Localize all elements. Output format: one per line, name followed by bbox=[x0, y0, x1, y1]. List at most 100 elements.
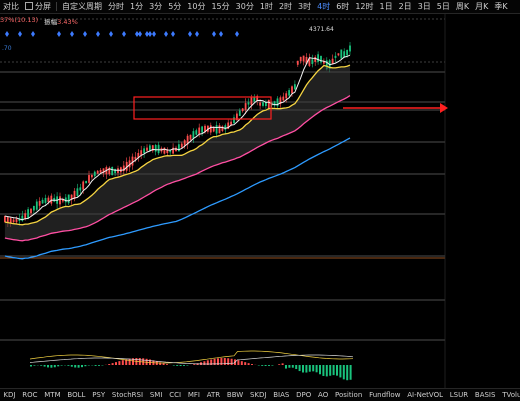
macd-bar bbox=[78, 365, 80, 368]
candlestick bbox=[268, 100, 270, 109]
annotation-box bbox=[134, 97, 271, 119]
macd-bar bbox=[57, 365, 59, 366]
indicator-tab[interactable]: Fundflow bbox=[366, 391, 404, 399]
period-button[interactable]: 分时 bbox=[105, 1, 127, 12]
period-button[interactable]: 6时 bbox=[333, 1, 352, 12]
candlestick bbox=[239, 111, 241, 116]
candlestick bbox=[97, 171, 99, 174]
period-button-label: 季K bbox=[494, 2, 507, 11]
candlestick bbox=[262, 102, 264, 106]
indicator-tab[interactable]: AO bbox=[315, 391, 332, 399]
candlestick-chart[interactable] bbox=[0, 14, 520, 388]
indicator-tab[interactable]: SKDJ bbox=[247, 391, 270, 399]
macd-bar bbox=[339, 365, 341, 377]
indicator-tab[interactable]: StochRSI bbox=[109, 391, 147, 399]
indicator-tab[interactable]: ROC bbox=[19, 391, 41, 399]
macd-bar bbox=[350, 365, 352, 380]
period-button[interactable]: 2日 bbox=[396, 1, 415, 12]
candlestick bbox=[48, 198, 50, 202]
candlestick bbox=[27, 209, 29, 218]
candlestick bbox=[135, 157, 137, 160]
indicator-tab[interactable]: DPO bbox=[293, 391, 315, 399]
period-button[interactable]: 10分 bbox=[184, 1, 208, 12]
period-button[interactable]: 分屏 bbox=[22, 1, 54, 12]
indicator-tab[interactable]: SMI bbox=[146, 391, 165, 399]
macd-bar bbox=[295, 365, 297, 369]
macd-bar bbox=[166, 364, 168, 365]
candlestick bbox=[132, 157, 134, 166]
indicator-tab[interactable]: BBW bbox=[224, 391, 247, 399]
period-button[interactable]: 对比 bbox=[0, 1, 22, 12]
indicator-tab[interactable]: AI-NetVOL bbox=[404, 391, 447, 399]
period-button[interactable]: 1日 bbox=[377, 1, 396, 12]
candlestick bbox=[230, 122, 232, 125]
candlestick bbox=[178, 144, 180, 151]
candlestick bbox=[164, 148, 166, 154]
period-button-label: 10分 bbox=[187, 2, 205, 11]
candlestick bbox=[85, 181, 87, 183]
indicator-tab[interactable]: KDJ bbox=[0, 391, 19, 399]
macd-bar bbox=[50, 365, 52, 368]
macd-bar bbox=[84, 365, 86, 366]
annotation-arrow-head bbox=[440, 103, 448, 113]
candlestick bbox=[88, 175, 90, 183]
candlestick bbox=[335, 56, 337, 58]
macd-bar bbox=[285, 365, 287, 369]
indicator-tab[interactable]: ATR bbox=[203, 391, 223, 399]
period-button[interactable]: 周K bbox=[453, 1, 472, 12]
period-button-label: 30分 bbox=[236, 2, 254, 11]
signal-marker-icon bbox=[171, 31, 175, 37]
macd-bar bbox=[67, 365, 69, 366]
candlestick bbox=[184, 140, 186, 145]
indicator-tab[interactable]: MFI bbox=[184, 391, 203, 399]
macd-bar bbox=[329, 365, 331, 376]
indicator-tab[interactable]: CCI bbox=[166, 391, 185, 399]
candlestick bbox=[30, 209, 32, 213]
toolbar-separator bbox=[56, 2, 57, 11]
signal-marker-icon bbox=[122, 31, 126, 37]
period-button[interactable]: 30分 bbox=[233, 1, 257, 12]
period-button[interactable]: 月K bbox=[472, 1, 491, 12]
period-button[interactable]: 5日 bbox=[434, 1, 453, 12]
candlestick bbox=[346, 50, 348, 55]
ma-line-white bbox=[5, 55, 350, 220]
period-button-label: 12时 bbox=[355, 2, 373, 11]
indicator-tab[interactable]: BOLL bbox=[64, 391, 89, 399]
indicator-tab[interactable]: BIAS bbox=[270, 391, 293, 399]
period-button[interactable]: 自定义周期 bbox=[59, 1, 105, 12]
period-button[interactable]: 2时 bbox=[276, 1, 295, 12]
macd-bar bbox=[74, 365, 76, 367]
candlestick bbox=[282, 97, 284, 101]
indicator-tab[interactable]: TVolume bbox=[499, 391, 520, 399]
indicator-tab[interactable]: LSUR bbox=[446, 391, 471, 399]
candlestick bbox=[288, 90, 290, 95]
indicator-tab[interactable]: PSY bbox=[89, 391, 109, 399]
period-button[interactable]: 1时 bbox=[257, 1, 276, 12]
period-button[interactable]: 3时 bbox=[295, 1, 314, 12]
period-button[interactable]: 1分 bbox=[127, 1, 146, 12]
left-axis-value: .70 bbox=[2, 45, 12, 52]
candlestick bbox=[349, 46, 351, 52]
indicator-tab[interactable]: MTM bbox=[41, 391, 64, 399]
candlestick bbox=[251, 98, 253, 105]
indicator-tab[interactable]: Position bbox=[332, 391, 366, 399]
macd-bar bbox=[302, 365, 304, 372]
candlestick bbox=[245, 103, 247, 110]
period-button[interactable]: 15分 bbox=[208, 1, 232, 12]
period-button[interactable]: 3分 bbox=[146, 1, 165, 12]
candlestick bbox=[77, 188, 79, 196]
indicator-tab[interactable]: BASIS bbox=[472, 391, 499, 399]
period-button[interactable]: 12时 bbox=[352, 1, 376, 12]
signal-marker-icon bbox=[109, 31, 113, 37]
candlestick bbox=[68, 195, 70, 204]
candlestick bbox=[193, 131, 195, 138]
period-button[interactable]: 5分 bbox=[165, 1, 184, 12]
macd-bar bbox=[186, 365, 188, 366]
candlestick bbox=[39, 201, 41, 206]
period-button[interactable]: 4时 bbox=[314, 1, 333, 12]
macd-bar bbox=[81, 365, 83, 367]
period-button[interactable]: 季K bbox=[491, 1, 510, 12]
signal-marker-icon bbox=[188, 31, 192, 37]
period-button[interactable]: 3日 bbox=[415, 1, 434, 12]
amplitude-value: 3.43% bbox=[57, 18, 78, 26]
